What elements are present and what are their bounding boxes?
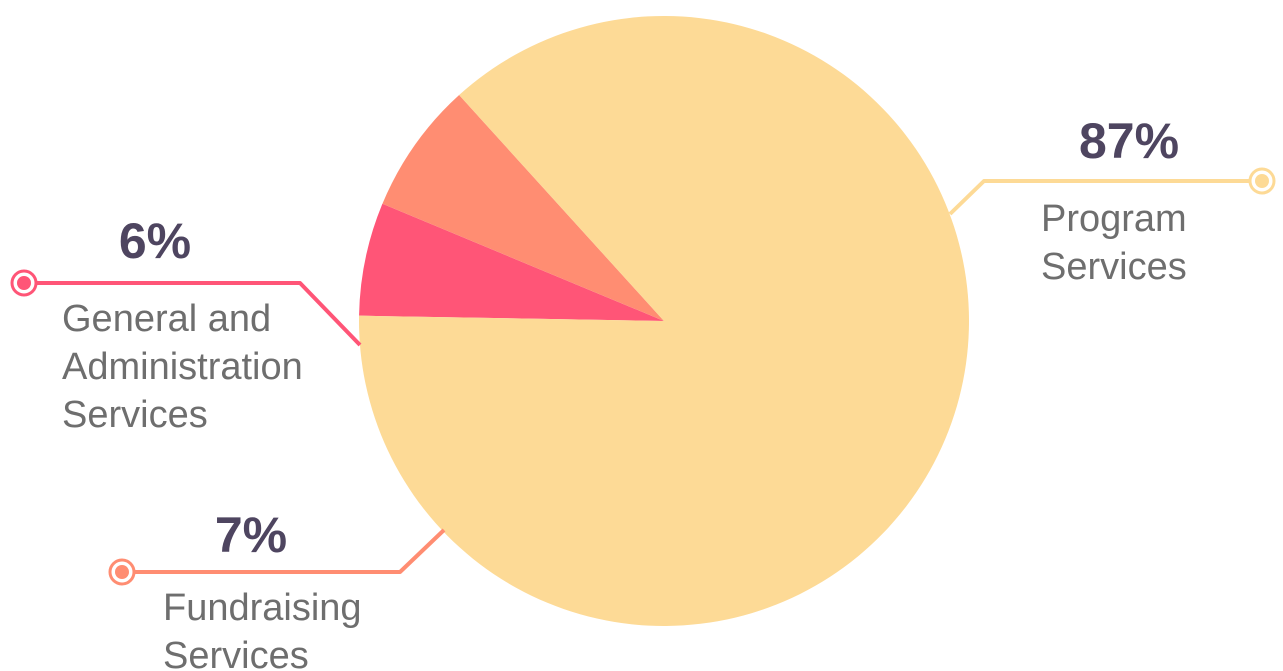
callout-line-1 bbox=[122, 528, 446, 574]
slice-name-label-1-line-1: Services bbox=[163, 635, 309, 671]
callouts bbox=[10, 167, 1276, 586]
slice-name-label-0-line-1: Administration bbox=[62, 346, 303, 388]
pie-slices bbox=[359, 15, 970, 626]
callout-marker-dot-0 bbox=[17, 276, 31, 290]
slice-value-label-2: 87% bbox=[1079, 113, 1179, 169]
callout-marker-dot-2 bbox=[1255, 174, 1269, 188]
callout-marker-dot-1 bbox=[115, 565, 129, 579]
callout-line-2 bbox=[948, 179, 1262, 216]
slice-name-label-2-line-0: Program bbox=[1041, 198, 1187, 240]
callout-line-0 bbox=[24, 281, 362, 347]
slice-name-label-0-line-2: Services bbox=[62, 394, 208, 436]
pie-slice-0 bbox=[359, 203, 664, 321]
slice-name-label-1-line-0: Fundraising bbox=[163, 587, 362, 629]
slice-name-label-0-line-0: General and bbox=[62, 298, 271, 340]
slice-labels: 6% General and Administration Services 7% Fun… bbox=[62, 113, 1187, 671]
pie-slice-2 bbox=[359, 15, 970, 626]
pie-slice-1 bbox=[382, 95, 664, 321]
slice-value-label-0: 6% bbox=[119, 213, 191, 269]
slice-value-label-1: 7% bbox=[215, 507, 287, 563]
slice-name-label-2-line-1: Services bbox=[1041, 246, 1187, 288]
